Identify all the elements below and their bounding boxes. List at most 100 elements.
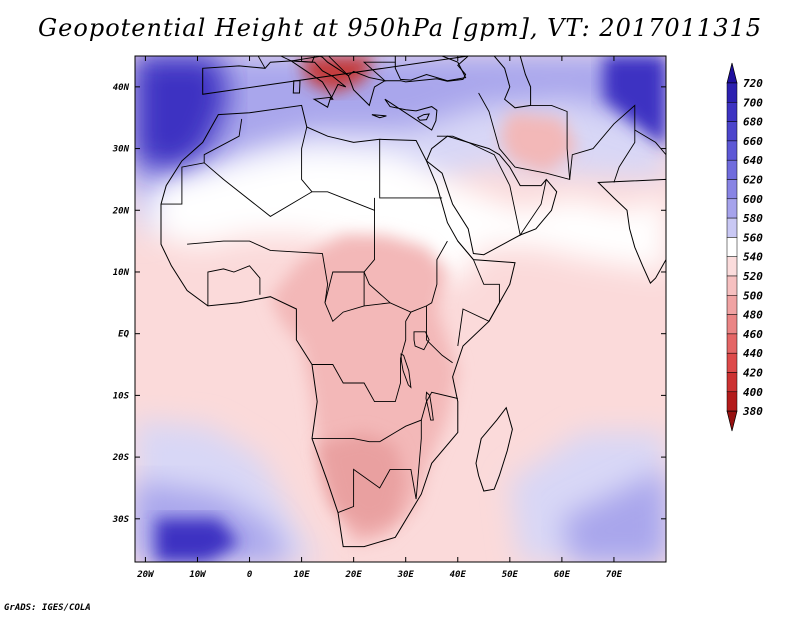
- latitude-labels: 40N 30N 20N 10N EQ 10S 20S 30S: [112, 83, 130, 525]
- credit-label: GrADS: IGES/COLA: [4, 603, 91, 613]
- colorbar-label: 660: [743, 135, 763, 148]
- libya-west-border: [301, 126, 313, 193]
- colorbar-swatch: [726, 237, 738, 257]
- lake-victoria: [413, 331, 430, 351]
- colorbar-label: 400: [743, 386, 763, 399]
- central-borders: [324, 271, 365, 306]
- colorbar-swatch: [726, 314, 738, 335]
- colorbar-bottom-arrow: [726, 410, 738, 432]
- colorbar-swatch: [726, 295, 738, 315]
- colorbar-swatch: [726, 121, 738, 142]
- colorbar-swatch: [726, 217, 738, 238]
- west-africa-borders: [207, 265, 261, 306]
- black-sea-coastline: [394, 56, 467, 82]
- iran-low: [499, 111, 578, 174]
- italy-coastline: [289, 60, 347, 100]
- colorbar-label: 560: [743, 231, 763, 244]
- sahara-border: [161, 162, 375, 217]
- colorbar-swatch: [726, 102, 738, 122]
- coastlines: [160, 56, 666, 548]
- map-title: Geopotential Height at 950hPa [gpm], VT:…: [38, 14, 762, 42]
- colorbar-swatch: [726, 372, 738, 393]
- arabia-borders: [436, 135, 547, 237]
- longitude-labels: 20W 10W 0 10E 20E 30E 40E 50E 60E 70E: [136, 570, 622, 580]
- lon-label: 10W: [189, 570, 207, 580]
- colorbar-label: 720: [743, 77, 763, 90]
- height-field: [135, 56, 666, 562]
- lon-label: 30E: [397, 570, 415, 580]
- colorbar-top-arrow: [726, 62, 738, 84]
- lon-label: 40E: [450, 570, 467, 580]
- lon-label: 70E: [606, 570, 623, 580]
- india-coastline: [597, 178, 666, 284]
- crete-coastline: [371, 114, 387, 119]
- colorbar-label: 700: [743, 96, 763, 109]
- lake-malawi: [425, 391, 434, 421]
- lon-label: 60E: [554, 570, 571, 580]
- colorbar-label: 640: [743, 154, 763, 167]
- colorbar-label: 580: [743, 212, 763, 225]
- colorbar-label: 480: [743, 309, 763, 322]
- lon-label: 50E: [502, 570, 519, 580]
- cyprus-coastline: [416, 113, 430, 121]
- axis-ticks: [135, 56, 666, 562]
- colorbar-swatch: [726, 140, 738, 161]
- north-higher-band: [135, 56, 666, 198]
- indian-ocean-core: [561, 469, 666, 562]
- south-atlantic-core: [155, 518, 240, 562]
- colorbar-swatch: [726, 391, 738, 412]
- congo-border: [312, 311, 412, 403]
- colorbar-swatch: [726, 256, 738, 277]
- colorbar-label: 380: [742, 405, 763, 418]
- europe-borders: [257, 56, 396, 82]
- sardinia-coastline: [292, 80, 301, 94]
- atlantic-high: [135, 56, 229, 174]
- colorbar-label: 680: [743, 116, 763, 129]
- algeria-border: [203, 118, 243, 163]
- colorbar-swatch: [726, 352, 738, 373]
- lon-label: 0: [247, 570, 253, 580]
- map-frame: [134, 55, 667, 563]
- arabia-coastline: [425, 135, 558, 256]
- lat-label: 30N: [112, 145, 130, 155]
- caspian-coastline: [493, 56, 532, 109]
- colorbar-label: 440: [743, 347, 763, 360]
- lat-label: 20N: [112, 206, 130, 216]
- pakistan-borders: [569, 104, 636, 183]
- neutral-sahara: [155, 148, 666, 285]
- lon-label: 20E: [345, 570, 363, 580]
- colorbar: 720 700 680 660 640 620 600 580 560 540 520 500 480 4…: [726, 62, 763, 432]
- lat-label: EQ: [118, 330, 129, 340]
- colorbar-label: 420: [743, 367, 763, 380]
- lake-tanganyika: [400, 353, 412, 389]
- colorbar-swatch: [726, 333, 738, 354]
- mali-niger-border: [187, 240, 448, 323]
- colorbar-label: 620: [743, 174, 763, 187]
- southern-border: [337, 468, 417, 514]
- colorbar-label: 600: [743, 193, 763, 206]
- zambia-border: [312, 391, 458, 443]
- lat-label: 10N: [113, 268, 130, 278]
- colorbar-label: 520: [743, 270, 763, 283]
- lon-label: 20W: [136, 570, 155, 580]
- lat-label: 10S: [113, 391, 130, 401]
- colorbar-swatch: [726, 275, 738, 296]
- colorbar-label: 540: [743, 251, 763, 264]
- lon-label: 10E: [293, 570, 310, 580]
- colorbar-swatch: [726, 198, 738, 219]
- colorbar-swatch: [726, 82, 738, 103]
- sicily-coastline: [312, 96, 332, 108]
- lat-label: 30S: [112, 515, 130, 525]
- madagascar-coastline: [475, 406, 513, 492]
- tanzania-border: [426, 305, 453, 364]
- himalaya-high: [603, 56, 666, 149]
- colorbar-swatch: [726, 179, 738, 200]
- libya-egypt-border: [379, 139, 443, 199]
- horn-border: [457, 240, 500, 347]
- lat-label: 40N: [113, 83, 130, 93]
- europe-coastline: [202, 56, 469, 107]
- anatolia-south-coast: [384, 98, 438, 131]
- lat-label: 20S: [112, 453, 130, 463]
- colorbar-swatch: [726, 159, 738, 180]
